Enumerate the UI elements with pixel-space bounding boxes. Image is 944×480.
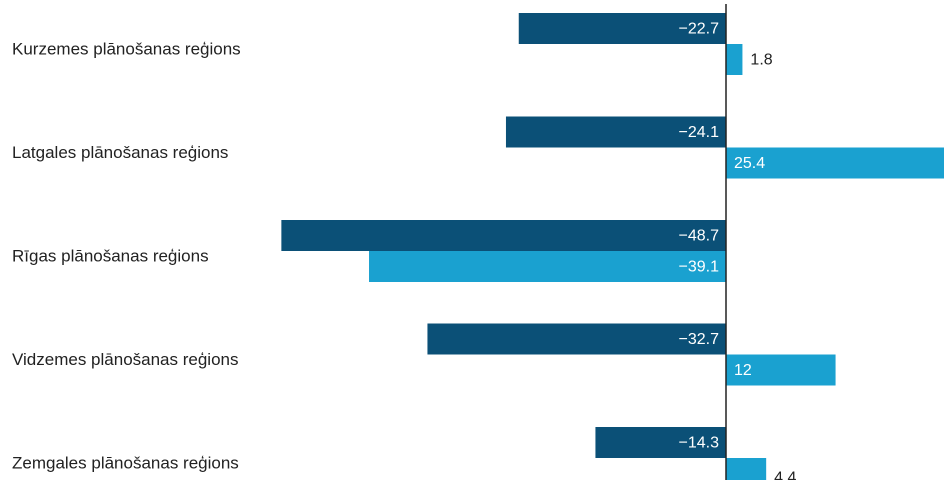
category-label: Kurzemes plānošanas reģions — [12, 39, 241, 58]
bar — [726, 458, 767, 480]
data-label: −14.3 — [679, 435, 720, 452]
data-label: 12 — [734, 362, 752, 379]
bar — [369, 251, 726, 282]
data-label: 1.8 — [750, 52, 772, 69]
bar — [595, 427, 726, 458]
data-label: −24.1 — [679, 124, 720, 141]
bar — [726, 354, 836, 386]
data-label: −48.7 — [679, 228, 720, 245]
bar — [427, 323, 726, 355]
bars-group — [281, 13, 944, 480]
bar — [726, 147, 944, 179]
bar — [281, 220, 726, 251]
value-labels-group: −22.7 1.8 −24.1 25.4 −48.7 −39.1 −32.7 12 −14.3 4… — [679, 21, 797, 480]
category-labels-group: Kurzemes plānošanas reģions Latgales plān… — [12, 39, 241, 472]
data-label: −22.7 — [679, 21, 720, 38]
data-label: 25.4 — [734, 155, 765, 172]
category-label: Latgales plānošanas reģions — [12, 143, 228, 162]
category-label: Zemgales plānošanas reģions — [12, 453, 239, 472]
bar — [505, 116, 726, 148]
bar — [518, 13, 726, 44]
category-label: Rīgas plānošanas reģions — [12, 246, 209, 265]
bar — [726, 44, 743, 75]
category-label: Vidzemes plānošanas reģions — [12, 350, 239, 369]
data-label: −39.1 — [679, 259, 720, 276]
data-label: −32.7 — [679, 331, 720, 348]
data-label: 4.4 — [774, 470, 796, 480]
